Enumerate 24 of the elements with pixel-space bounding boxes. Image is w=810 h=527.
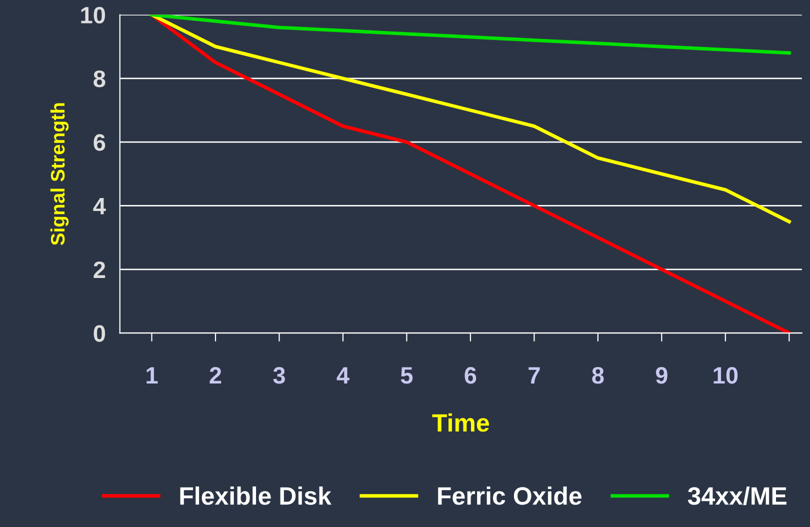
x-tick-label: 7 — [528, 367, 540, 384]
y-tick-label: 4 — [93, 198, 106, 214]
x-tick-label: 10 — [714, 367, 738, 384]
x-tick-label: 4 — [336, 367, 350, 384]
y-tick-label: 6 — [94, 134, 106, 151]
x-axis-title: Time — [432, 413, 489, 432]
line-series — [150, 14, 791, 55]
legend-label: Flexible Disk — [180, 486, 332, 505]
x-tick-label: 5 — [400, 367, 413, 384]
y-tick-label: 8 — [94, 70, 106, 88]
line-series — [150, 14, 791, 334]
x-tick-label: 8 — [592, 367, 604, 384]
y-tick-label: 2 — [94, 261, 106, 278]
x-tick-label: 1 — [146, 367, 158, 384]
y-tick-label: 10 — [81, 6, 106, 24]
y-axis-title: Signal Strength — [50, 103, 69, 246]
x-tick-label: 2 — [210, 367, 222, 384]
x-tick-label: 3 — [273, 367, 285, 384]
legend-label: Ferric Oxide — [438, 486, 582, 505]
line-series — [150, 14, 791, 224]
legend-label: 34xx/ME — [688, 486, 786, 506]
x-tick-label: 9 — [656, 367, 668, 384]
x-tick-label: 6 — [464, 367, 476, 384]
y-tick-label: 0 — [94, 325, 106, 342]
